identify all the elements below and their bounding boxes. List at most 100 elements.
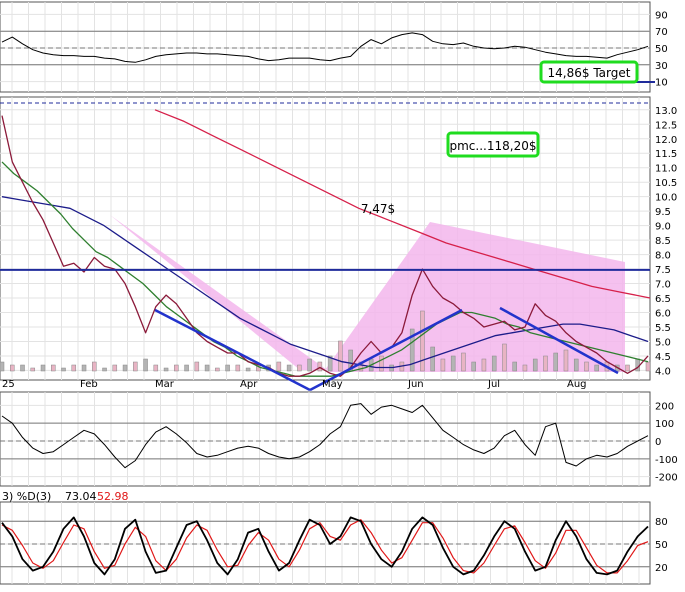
cci-tick-label: 0 bbox=[655, 437, 661, 448]
volume-bar bbox=[409, 328, 415, 372]
month-label-mar: Mar bbox=[155, 379, 175, 390]
pink-pattern-fill bbox=[110, 215, 625, 372]
ma-green-line bbox=[1, 161, 649, 377]
trend-line-up bbox=[309, 308, 463, 392]
cci-tick-label: -100 bbox=[655, 455, 678, 466]
volume-bar bbox=[307, 358, 312, 372]
volume-bar bbox=[440, 358, 446, 372]
volume-bar bbox=[30, 367, 36, 372]
price-tick-label: 10.5 bbox=[655, 178, 677, 189]
rsi-tick-label: 10 bbox=[655, 78, 668, 89]
volume-bar bbox=[276, 361, 282, 372]
stoch-legend-label: 3) %D(3) bbox=[2, 490, 51, 503]
volume-bar bbox=[420, 310, 425, 372]
trend-line-down-1 bbox=[154, 308, 311, 392]
ma-red-line bbox=[154, 109, 651, 299]
stoch-d-value: 52.98 bbox=[97, 490, 129, 503]
volume-bar bbox=[573, 358, 579, 372]
volume-bar bbox=[40, 364, 46, 372]
series-layer bbox=[0, 32, 651, 576]
volume-bar bbox=[61, 367, 66, 372]
volume-bar bbox=[20, 364, 25, 372]
price-tick-label: 4.5 bbox=[655, 352, 671, 363]
price-close-line bbox=[1, 115, 649, 377]
volume-bar bbox=[112, 364, 118, 372]
volume-bar bbox=[491, 355, 497, 372]
volume-bar bbox=[163, 367, 169, 372]
volume-bar bbox=[481, 358, 487, 372]
month-label-aug: Aug bbox=[567, 379, 587, 390]
price-tick-label: 11.5 bbox=[655, 149, 677, 160]
volume-bar bbox=[102, 367, 107, 372]
month-label-25: 25 bbox=[2, 379, 15, 390]
volume-bar bbox=[338, 340, 343, 372]
price-tick-label: 12.5 bbox=[655, 120, 677, 131]
price-tick-label: 6.0 bbox=[655, 309, 671, 320]
rsi-tick-label: 50 bbox=[655, 44, 668, 55]
stoch-k-value: 73.04 bbox=[65, 490, 97, 503]
volume-bar bbox=[133, 361, 138, 372]
price-tick-label: 11.0 bbox=[655, 164, 677, 175]
volume-bar bbox=[286, 364, 292, 372]
volume-bar bbox=[317, 361, 323, 372]
volume-bar bbox=[184, 364, 189, 372]
volume-bar bbox=[450, 355, 456, 372]
pink-pattern-area bbox=[110, 215, 625, 372]
trend-line-down-2 bbox=[499, 306, 619, 375]
target-label: 14,86$ Target bbox=[548, 66, 631, 80]
month-label-jun: Jun bbox=[407, 379, 424, 390]
price-tick-label: 9.0 bbox=[655, 222, 671, 233]
volume-bar bbox=[92, 361, 97, 372]
volume-bar bbox=[245, 367, 251, 372]
volume-bar bbox=[461, 352, 466, 372]
cci-tick-label: -200 bbox=[655, 473, 678, 484]
volume-bar bbox=[235, 364, 241, 372]
volume-bar bbox=[584, 361, 589, 372]
level-label: 7,47$ bbox=[361, 202, 395, 216]
pmc-label-box bbox=[446, 131, 540, 158]
month-label-may: May bbox=[322, 379, 343, 390]
stoch-tick-label: 50 bbox=[655, 540, 668, 551]
price-tick-label: 6.5 bbox=[655, 294, 671, 305]
cci-line bbox=[1, 403, 649, 469]
volume-bar bbox=[153, 364, 159, 372]
volume-bar bbox=[204, 364, 210, 372]
volume-bar bbox=[512, 361, 517, 372]
month-label-jul: Jul bbox=[487, 379, 500, 390]
volume-bar bbox=[51, 364, 56, 372]
price-tick-label: 10.0 bbox=[655, 193, 677, 204]
volume-bar bbox=[553, 352, 558, 372]
price-tick-label: 5.5 bbox=[655, 323, 671, 334]
volume-bar bbox=[71, 364, 77, 372]
price-tick-label: 7.5 bbox=[655, 265, 671, 276]
volume-bar bbox=[532, 358, 538, 372]
annotation-layer bbox=[0, 81, 655, 392]
stoch-k-line bbox=[1, 516, 649, 576]
volume-bar bbox=[522, 364, 528, 372]
stoch-tick-label: 20 bbox=[655, 563, 668, 574]
volume-bar bbox=[502, 343, 507, 372]
cci-tick-label: 100 bbox=[655, 419, 674, 430]
rsi-tick-label: 90 bbox=[655, 10, 668, 21]
text-layer: 90 70 50 30 10 13.0 12.5 12.0 11.5 11.0 10.5 10.0 9.… bbox=[2, 10, 678, 573]
rsi-tick-label: 70 bbox=[655, 27, 668, 38]
volume-bar bbox=[543, 355, 548, 372]
volume-bar bbox=[471, 361, 476, 372]
volume-bar bbox=[122, 364, 128, 372]
volume-bar bbox=[215, 367, 220, 372]
month-label-apr: Apr bbox=[240, 379, 258, 390]
price-tick-label: 8.0 bbox=[655, 251, 671, 262]
stoch-tick-label: 80 bbox=[655, 517, 668, 528]
ma-blue-line bbox=[1, 196, 649, 369]
rsi-tick-label: 30 bbox=[655, 61, 668, 72]
rsi-line bbox=[1, 32, 649, 63]
price-tick-label: 13.0 bbox=[655, 106, 677, 117]
volume-bar bbox=[297, 364, 302, 372]
price-tick-label: 12.0 bbox=[655, 135, 677, 146]
volume-bar bbox=[645, 361, 651, 372]
volume-bar bbox=[81, 364, 87, 372]
volume-bar bbox=[194, 361, 200, 372]
volume-bar bbox=[379, 355, 384, 372]
target-label-box bbox=[539, 60, 639, 84]
